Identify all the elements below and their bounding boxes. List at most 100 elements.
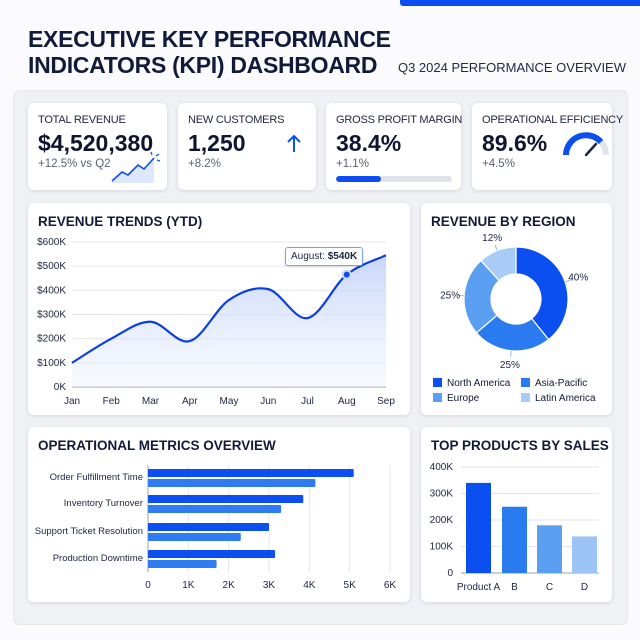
bar — [148, 550, 276, 558]
x-tick-label: 6K — [384, 580, 397, 591]
y-tick-label: $300K — [37, 310, 66, 321]
bar — [148, 469, 354, 477]
y-tick-label: 0 — [447, 568, 453, 579]
legend-label: North America — [447, 378, 511, 389]
kpi-delta: +8.2% — [188, 158, 221, 170]
kpi-delta: +12.5% vs Q2 — [38, 158, 111, 170]
y-tick-label: $400K — [37, 285, 66, 296]
revenue-line — [71, 254, 387, 364]
tooltip-value: $540K — [327, 251, 358, 262]
region-legend: North America Asia-Pacific Europe Latin … — [433, 378, 605, 404]
y-tick-label: $200K — [37, 334, 66, 345]
leader-line — [494, 244, 498, 251]
category-label: Support Ticket Resolution — [35, 526, 143, 537]
y-tick-label: 100K — [430, 542, 454, 553]
card-title: OPERATIONAL METRICS OVERVIEW — [38, 438, 276, 453]
legend-label: Latin America — [535, 393, 596, 404]
bar — [466, 482, 491, 573]
x-tick-label: Apr — [182, 396, 198, 407]
x-tick-label: 4K — [303, 580, 316, 591]
products-bar-chart: 0 100K 200K 300K 400K Product A B C D — [430, 462, 599, 593]
operational-metrics-card: OPERATIONAL METRICS OVERVIEW 0 1K 2K 3K 4K 5K… — [28, 427, 410, 602]
kpi-value: 89.6% — [482, 130, 548, 156]
legend-item: Europe — [433, 393, 521, 404]
top-products-card: TOP PRODUCTS BY SALES 0 100K 200K 300K 400K P… — [421, 427, 612, 602]
y-tick-label: $500K — [37, 261, 66, 272]
x-tick-label: 5K — [344, 580, 357, 591]
kpi-card-operational-efficiency: OPERATIONAL EFFICIENCY 89.6% +4.5% — [472, 103, 623, 190]
slice-label: 40% — [568, 273, 588, 284]
y-tick-label: 300K — [430, 489, 454, 500]
kpi-delta: +1.1% — [336, 158, 369, 170]
kpi-card-gross-profit-margin: GROSS PROFIT MARGIN 38.4% +1.1% — [326, 103, 463, 190]
revenue-by-region-card: REVENUE BY REGION 40% 25% 25% 12% North Ame… — [421, 203, 612, 415]
bar — [148, 560, 217, 568]
donut-slice — [515, 246, 569, 341]
region-donut-chart: 40% 25% 25% 12% — [440, 233, 588, 371]
leader-line — [564, 279, 571, 283]
kpi-label: TOTAL REVENUE — [38, 114, 126, 126]
kpi-value: 1,250 — [188, 130, 246, 156]
arrow-up-icon — [287, 134, 301, 152]
bar — [502, 506, 527, 573]
top-accent-bar — [400, 0, 640, 6]
kpi-card-total-revenue: TOTAL REVENUE $4,520,380 +12.5% vs Q2 — [28, 103, 167, 190]
x-tick-label: D — [581, 582, 588, 593]
x-tick-label: Sep — [377, 396, 395, 407]
slice-label: 12% — [482, 233, 502, 244]
x-tick-label: Jan — [64, 396, 80, 407]
x-tick-label: Aug — [338, 396, 356, 407]
kpi-value: 38.4% — [336, 130, 402, 156]
x-tick-label: May — [220, 396, 239, 407]
slice-label: 25% — [500, 360, 520, 371]
legend-label: Asia-Pacific — [535, 378, 588, 389]
card-title: TOP PRODUCTS BY SALES — [431, 438, 609, 453]
x-tick-label: Jun — [260, 396, 276, 407]
bar — [537, 525, 562, 573]
category-label: Order Fulfillment Time — [50, 472, 143, 483]
x-tick-label: C — [546, 582, 553, 593]
area-fill — [72, 255, 386, 387]
gauge-icon — [563, 132, 609, 157]
kpi-label: NEW CUSTOMERS — [188, 114, 285, 126]
x-tick-label: 0 — [145, 580, 151, 591]
title-line-2: INDICATORS (KPI) DASHBOARD — [28, 52, 378, 78]
bar — [148, 523, 269, 531]
x-tick-label: Mar — [142, 396, 160, 407]
x-tick-label: Feb — [103, 396, 121, 407]
revenue-trends-card: REVENUE TRENDS (YTD) 0K $100K $200K $300K $4… — [28, 203, 410, 415]
margin-progress-bar — [336, 176, 452, 182]
legend-item: North America — [433, 378, 521, 389]
title-line-1: EXECUTIVE KEY PERFORMANCE — [28, 26, 391, 52]
x-tick-label: B — [511, 582, 518, 593]
card-title: REVENUE TRENDS (YTD) — [38, 214, 203, 229]
page-subtitle: Q3 2024 PERFORMANCE OVERVIEW — [397, 60, 626, 75]
revenue-line-chart: 0K $100K $200K $300K $400K $500K $600K Jan Feb Ma… — [37, 237, 395, 407]
bar — [572, 536, 597, 573]
legend-item: Asia-Pacific — [521, 378, 605, 389]
y-tick-label: $100K — [37, 358, 66, 369]
category-label: Production Downtime — [53, 553, 143, 564]
tooltip-label: August: — [291, 251, 325, 262]
bar — [148, 533, 241, 541]
data-point-aug — [343, 271, 350, 278]
category-label: Inventory Turnover — [64, 498, 143, 509]
slice-label: 25% — [440, 290, 460, 301]
bar — [148, 505, 282, 513]
x-tick-label: 2K — [223, 580, 236, 591]
y-tick-label: $600K — [37, 237, 66, 248]
x-tick-label: 1K — [182, 580, 195, 591]
y-tick-label: 200K — [430, 515, 454, 526]
leader-line — [510, 350, 512, 357]
kpi-value: $4,520,380 — [38, 130, 154, 156]
x-tick-label: Jul — [301, 396, 314, 407]
y-tick-label: 0K — [54, 382, 67, 393]
progress-fill — [336, 176, 381, 182]
kpi-delta: +4.5% — [482, 158, 515, 170]
kpi-card-new-customers: NEW CUSTOMERS 1,250 +8.2% — [178, 103, 316, 190]
kpi-label: GROSS PROFIT MARGIN — [336, 114, 463, 126]
bar — [148, 479, 316, 487]
operational-bar-chart: 0 1K 2K 3K 4K 5K 6K Order Fulfillment Time Inven… — [35, 465, 397, 591]
x-tick-label: Product A — [457, 582, 501, 593]
card-title: REVENUE BY REGION — [431, 214, 576, 229]
